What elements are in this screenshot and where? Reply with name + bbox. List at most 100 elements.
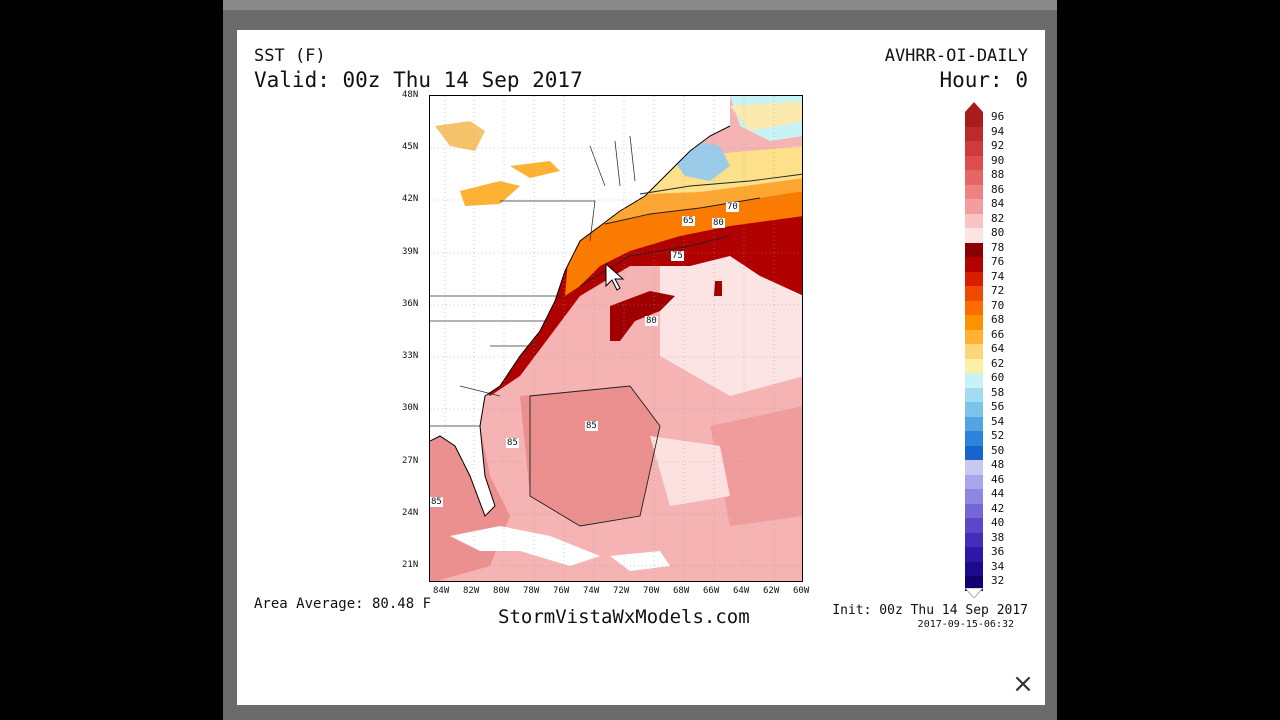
generated-timestamp: 2017-09-15-06:32 [917, 619, 1014, 630]
colorbar-swatch [965, 576, 983, 591]
colorbar-label: 54 [991, 414, 1005, 428]
colorbar-label: 42 [991, 501, 1005, 515]
lon-label: 68W [673, 586, 690, 596]
colorbar-swatch [965, 344, 983, 359]
colorbar-swatch [965, 445, 983, 460]
colorbar-swatch [965, 373, 983, 388]
init-time: Init: 00z Thu 14 Sep 2017 [832, 603, 1028, 618]
colorbar-label: 84 [991, 197, 1005, 210]
colorbar-swatch [965, 199, 983, 214]
colorbar-label: 72 [991, 284, 1005, 297]
colorbar-label: 46 [991, 472, 1005, 486]
contour-label: 85 [585, 421, 598, 431]
lon-label: 84W [433, 586, 450, 596]
colorbar-swatch [965, 561, 983, 576]
lat-label: 24N [402, 508, 419, 518]
colorbar-label: 52 [991, 429, 1005, 442]
lon-label: 60W [793, 586, 810, 596]
colorbar-swatch [965, 213, 983, 228]
sst-map: 70 65 80 75 80 85 85 85 [429, 95, 803, 582]
colorbar-swatch [965, 228, 983, 243]
lat-label: 48N [402, 90, 419, 100]
colorbar-label: 32 [991, 574, 1005, 587]
lon-label: 66W [703, 586, 720, 596]
contour-label: 75 [671, 251, 684, 261]
lon-label: 70W [643, 586, 660, 596]
lon-label: 78W [523, 586, 540, 596]
colorbar-swatch [965, 460, 983, 475]
contour-label: 80 [712, 218, 725, 228]
contour-label: 85 [506, 438, 519, 448]
image-modal: SST (F) Valid: 00z Thu 14 Sep 2017 AVHRR… [237, 30, 1045, 705]
site-watermark: StormVistaWxModels.com [498, 606, 750, 628]
colorbar-label: 80 [991, 226, 1005, 239]
lat-label: 36N [402, 299, 419, 309]
colorbar-label: 82 [991, 211, 1005, 225]
colorbar-label: 60 [991, 371, 1005, 384]
colorbar-swatch [965, 431, 983, 446]
colorbar-swatch [965, 300, 983, 315]
product-name: AVHRR-OI-DAILY [884, 46, 1028, 66]
colorbar-swatch [965, 402, 983, 417]
lat-label: 27N [402, 456, 419, 466]
colorbar-label: 44 [991, 487, 1005, 500]
colorbar-swatch [965, 358, 983, 373]
lon-label: 80W [493, 586, 510, 596]
colorbar-label: 96 [991, 110, 1005, 123]
contour-label: 80 [645, 316, 658, 326]
lon-label: 74W [583, 586, 600, 596]
colorbar-swatch [965, 141, 983, 156]
colorbar-label: 58 [991, 385, 1005, 399]
colorbar-swatch [965, 329, 983, 344]
area-average: Area Average: 80.48 F [254, 596, 432, 612]
colorbar-swatch [965, 474, 983, 489]
contour-label: 70 [726, 202, 739, 212]
colorbar-swatch [965, 503, 983, 518]
colorbar-swatch [965, 547, 983, 562]
colorbar-swatch [965, 155, 983, 170]
lat-label: 45N [402, 142, 419, 152]
colorbar-swatch [965, 286, 983, 301]
colorbar-label: 62 [991, 356, 1005, 370]
colorbar-swatch [965, 532, 983, 547]
colorbar-label: 92 [991, 139, 1005, 152]
colorbar-label: 76 [991, 255, 1005, 268]
lon-label: 64W [733, 586, 750, 596]
colorbar-swatch [965, 518, 983, 533]
colorbar-label: 88 [991, 168, 1005, 181]
colorbar-label: 86 [991, 182, 1005, 196]
colorbar-label: 50 [991, 443, 1005, 457]
valid-time: Valid: 00z Thu 14 Sep 2017 [254, 68, 583, 92]
colorbar-swatch [965, 315, 983, 330]
lat-label: 39N [402, 247, 419, 257]
lat-label: 33N [402, 351, 419, 361]
colorbar-label: 34 [991, 559, 1005, 573]
lon-label: 62W [763, 586, 780, 596]
colorbar-label: 38 [991, 530, 1005, 544]
temperature-colorbar: 96 94 92 90 88 86 84 82 80 78 76 74 72 70 68 66 64 62 60 58… [965, 102, 1039, 598]
colorbar-up-arrow-icon [965, 102, 983, 112]
colorbar-label: 36 [991, 545, 1005, 558]
contour-label: 85 [430, 497, 443, 507]
colorbar-swatch [965, 489, 983, 504]
colorbar-swatch [965, 271, 983, 286]
lat-label: 42N [402, 194, 419, 204]
colorbar-label: 78 [991, 240, 1005, 254]
lat-label: 21N [402, 560, 419, 570]
colorbar-label: 94 [991, 124, 1005, 138]
variable-title: SST (F) [254, 46, 326, 66]
colorbar-label: 90 [991, 153, 1005, 167]
close-button[interactable]: × [1012, 669, 1034, 699]
colorbar-label: 74 [991, 269, 1005, 283]
contour-label: 65 [682, 216, 695, 226]
colorbar-swatch [965, 416, 983, 431]
colorbar-swatch [965, 112, 983, 127]
colorbar-label: 64 [991, 342, 1005, 355]
lon-label: 72W [613, 586, 630, 596]
colorbar-label: 48 [991, 458, 1005, 471]
colorbar-swatch [965, 387, 983, 402]
colorbar-swatch [965, 257, 983, 272]
sst-map-graphic [430, 96, 802, 581]
colorbar-swatch [965, 126, 983, 141]
